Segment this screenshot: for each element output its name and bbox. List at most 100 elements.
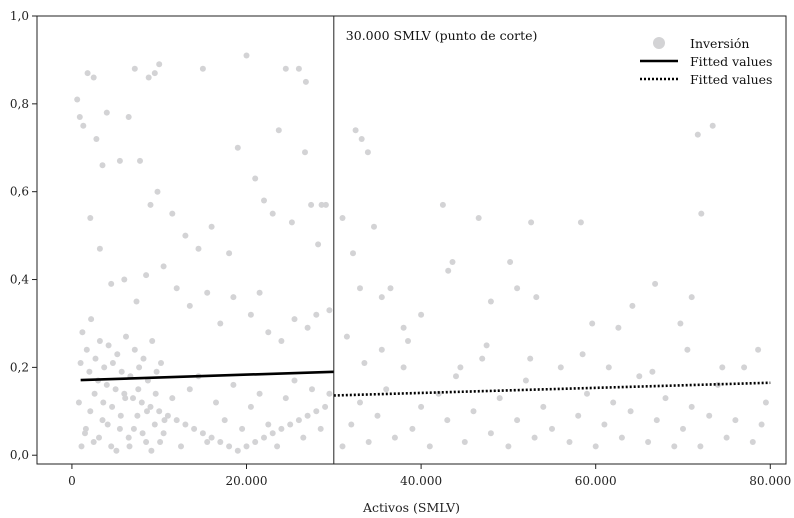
scatter-point: [371, 223, 377, 230]
scatter-point: [348, 421, 355, 428]
scatter-point: [741, 364, 748, 371]
scatter-point: [133, 298, 140, 305]
scatter-point: [418, 403, 425, 410]
x-tick-label: 0: [68, 474, 76, 488]
scatter-point: [470, 408, 477, 415]
scatter-point: [352, 127, 359, 134]
scatter-point: [409, 425, 416, 432]
scatter-point: [116, 157, 123, 164]
scatter-point: [125, 114, 132, 120]
scatter-point: [698, 210, 705, 217]
scatter-point: [549, 425, 555, 432]
scatter-point: [378, 346, 385, 353]
scatter-point: [221, 417, 228, 424]
scatter-point: [99, 162, 106, 169]
scatter-point: [252, 439, 259, 445]
scatter-point: [173, 285, 180, 292]
scatter-point: [317, 425, 324, 432]
scatter-point: [91, 390, 98, 397]
scatter-point: [308, 201, 315, 208]
scatter-point: [84, 70, 91, 77]
scatter-point: [82, 425, 89, 432]
scatter-point: [295, 65, 302, 72]
scatter-point: [152, 390, 159, 397]
scatter-point: [315, 241, 322, 248]
scatter-point: [636, 373, 643, 380]
scatter-point: [116, 425, 123, 432]
scatter-point: [343, 333, 350, 340]
scatter-point: [256, 390, 263, 397]
scatter-point: [291, 377, 298, 384]
scatter-point: [302, 149, 308, 156]
scatter-point: [365, 439, 372, 445]
scatter-point: [566, 439, 573, 445]
scatter-point: [671, 443, 678, 450]
scatter-point: [109, 403, 116, 410]
scatter-point: [130, 395, 136, 402]
scatter-point: [505, 443, 512, 450]
x-axis: 0 20.000 40.000 60.000 80.000: [68, 464, 791, 488]
scatter-point: [213, 399, 219, 406]
scatter-point: [461, 439, 468, 445]
scatter-point: [288, 219, 295, 226]
scatter-point: [157, 439, 164, 445]
scatter-point: [758, 421, 765, 428]
scatter-point: [182, 232, 189, 239]
scatter-point: [400, 324, 407, 331]
scatter-point: [374, 412, 381, 419]
legend-label: Fitted values: [690, 72, 772, 87]
scatter-point: [125, 434, 132, 441]
scatter-point: [144, 408, 150, 415]
scatter-point: [684, 346, 691, 353]
scatter-point: [126, 443, 133, 450]
scatter-point: [134, 412, 141, 419]
scatter-point: [143, 439, 150, 445]
scatter-point: [361, 360, 368, 366]
scatter-point: [322, 403, 329, 410]
scatter-point: [295, 417, 302, 424]
scatter-point: [96, 338, 103, 344]
scatter-point: [269, 430, 276, 437]
scatter-point: [113, 447, 120, 454]
y-axis: 0,0 0,2 0,4 0,6 0,8 1,0: [10, 9, 37, 462]
scatter-point: [584, 390, 590, 397]
scatter-point: [514, 417, 521, 424]
scatter-point: [265, 329, 272, 336]
scatter-point: [531, 434, 538, 441]
scatter-point: [151, 421, 158, 428]
scatter-point: [762, 399, 769, 406]
y-tick-label: 0,2: [10, 360, 29, 374]
scatter-point: [164, 412, 171, 419]
scatter-point: [131, 65, 138, 72]
scatter-point: [96, 245, 103, 252]
scatter-points: [74, 52, 769, 454]
scatter-point: [99, 417, 106, 424]
scatter-point: [527, 355, 534, 362]
scatter-point: [575, 412, 582, 419]
scatter-point: [449, 259, 456, 265]
scatter-point: [90, 439, 97, 445]
y-tick-label: 0,0: [10, 448, 29, 462]
scatter-point: [383, 386, 390, 393]
scatter-point: [304, 324, 311, 331]
scatter-point: [444, 417, 451, 424]
scatter-point: [749, 439, 756, 445]
scatter-point: [445, 267, 452, 274]
scatter-point: [105, 342, 112, 349]
scatter-point: [589, 320, 596, 327]
y-tick-label: 0,8: [10, 97, 29, 111]
scatter-point: [87, 408, 94, 415]
scatter-point: [522, 377, 529, 384]
scatter-point: [326, 307, 333, 314]
x-tick-label: 60.000: [575, 474, 617, 488]
scatter-point: [601, 421, 608, 428]
scatter-point: [261, 197, 267, 204]
scatter-point: [507, 259, 514, 265]
scatter-point: [540, 403, 547, 410]
scatter-point: [618, 434, 625, 441]
scatter-point: [326, 390, 333, 397]
x-axis-title: Activos (SMLV): [362, 500, 460, 515]
scatter-point: [76, 114, 83, 120]
scatter-point: [649, 368, 656, 375]
